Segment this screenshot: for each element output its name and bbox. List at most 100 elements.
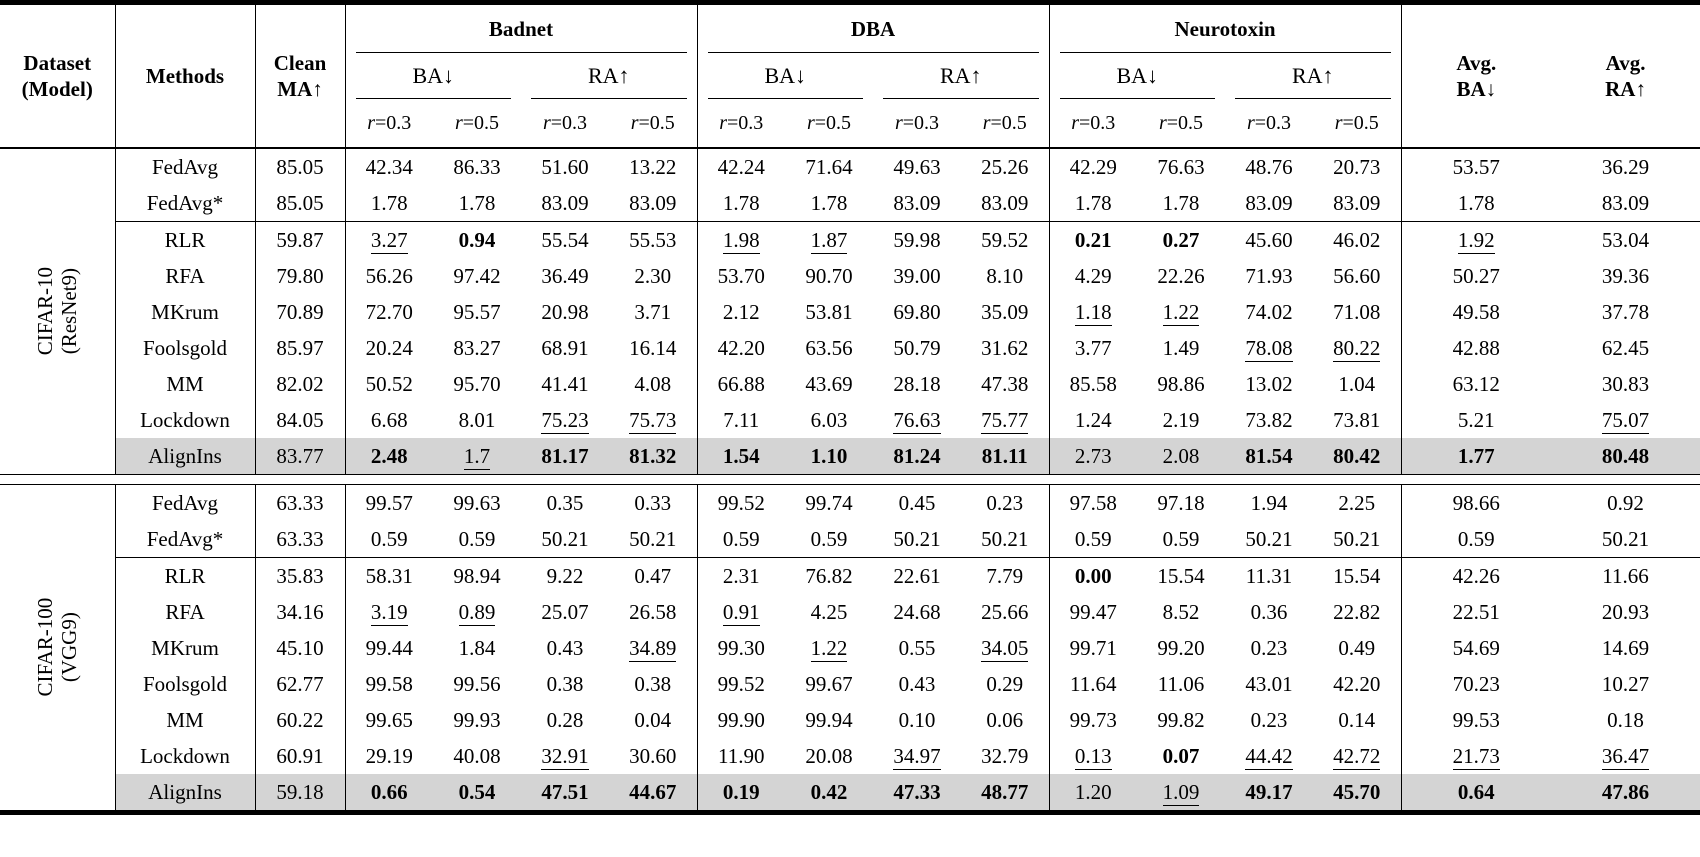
header-rate: r=0.5 [609,99,697,149]
value-cell: 62.45 [1601,335,1650,360]
value-cell: 11.90 [696,738,785,774]
value-cell: 0.43 [546,635,584,660]
value-cell: 22.82 [1333,599,1381,624]
table-row: FedAvg* 63.33 0.59 0.59 50.21 50.21 0.59 0.59 50… [0,521,1700,558]
value-cell: 1.04 [1338,371,1376,396]
value-cell: 63.33 [254,484,345,521]
value-cell: 1.49 [1162,335,1200,360]
table-row: RLR 35.83 58.31 98.94 9.22 0.47 2.31 76.82 22.61… [0,557,1700,594]
value-cell: 50.21 [1333,526,1381,551]
value-cell: 99.57 [344,484,433,521]
method-cell: RLR [114,221,255,258]
value-cell: 24.68 [893,599,941,624]
value-cell: 73.82 [1245,407,1293,432]
value-cell: 50.21 [629,526,677,551]
value-cell: 1.78 [810,190,848,215]
value-cell: 0.43 [898,671,936,696]
value-cell: 75.07 [1601,407,1650,434]
method-cell: MM [114,702,255,738]
value-cell: 83.09 [893,190,941,215]
value-cell: 1.78 [1048,185,1138,222]
value-cell: 71.93 [1245,263,1293,288]
header-methods: Methods [114,2,255,149]
value-cell: 55.54 [521,221,609,258]
value-cell: 81.24 [873,438,961,475]
value-cell: 1.78 [696,185,785,222]
method-cell: RFA [114,258,255,294]
value-cell: 1.98 [696,221,785,258]
value-cell: 49.58 [1400,294,1552,330]
value-cell: 15.54 [1137,557,1226,594]
header-avg-ba: Avg. BA↓ [1400,2,1552,149]
value-cell: 83.09 [981,190,1029,215]
value-cell: 11.64 [1048,666,1138,702]
header-group-badnet: Badnet [344,2,697,53]
value-cell: 7.11 [696,402,785,438]
value-cell: 0.91 [696,594,785,630]
value-cell: 79.80 [254,258,345,294]
header-badnet-ba: BA↓ [344,53,521,99]
value-cell: 75.23 [541,407,589,434]
header-rate: r=0.3 [344,99,433,149]
table-row: AlignIns 83.77 2.48 1.7 81.17 81.32 1.54 1.10 81… [0,438,1700,475]
value-cell: 78.08 [1245,335,1293,362]
value-cell: 99.20 [1157,635,1205,660]
value-cell: 95.70 [453,371,501,396]
value-cell: 1.22 [1162,299,1200,326]
value-cell: 0.59 [1048,521,1138,558]
dataset-label: CIFAR-10 (ResNet9) [0,148,115,475]
header-rate: r=0.3 [873,99,961,149]
value-cell: 99.94 [805,707,853,732]
value-cell: 14.69 [1601,635,1650,660]
value-cell: 42.72 [1333,743,1381,770]
value-cell: 0.36 [1250,599,1288,624]
header-avg-ra: Avg. RA↑ [1551,2,1700,149]
value-cell: 0.38 [546,671,584,696]
value-cell: 85.05 [254,148,345,185]
value-cell: 80.48 [1551,438,1700,475]
value-cell: 97.18 [1157,490,1205,515]
value-cell: 30.60 [629,743,677,768]
value-cell: 0.59 [1400,521,1552,558]
value-cell: 11.66 [1551,557,1700,594]
value-cell: 76.82 [785,557,873,594]
method-cell: Lockdown [114,402,255,438]
value-cell: 83.77 [254,438,345,475]
value-cell: 50.27 [1400,258,1552,294]
value-cell: 13.02 [1245,371,1293,396]
header-group-dba: DBA [696,2,1050,53]
value-cell: 50.21 [893,526,941,551]
value-cell: 99.53 [1400,702,1552,738]
value-cell: 60.22 [254,702,345,738]
table-row: Lockdown 84.05 6.68 8.01 75.23 75.73 7.11 6.03 7… [0,402,1700,438]
value-cell: 1.77 [1400,438,1552,475]
value-cell: 42.20 [696,330,785,366]
header-rate: r=0.5 [1137,99,1226,149]
table-row: Foolsgold 85.97 20.24 83.27 68.91 16.14 42.20 6… [0,330,1700,366]
value-cell: 1.7 [433,438,521,475]
value-cell: 2.30 [634,263,672,288]
value-cell: 58.31 [344,557,433,594]
value-cell: 26.58 [629,599,677,624]
value-cell: 49.17 [1225,774,1314,813]
value-cell: 0.29 [986,671,1024,696]
header-dataset-model: Dataset (Model) [0,2,115,149]
value-cell: 45.10 [254,630,345,666]
value-cell: 0.59 [810,526,848,551]
value-cell: 47.86 [1551,774,1700,813]
value-cell: 53.57 [1400,148,1552,185]
value-cell: 2.73 [1048,438,1138,475]
value-cell: 83.27 [453,335,501,360]
value-cell: 25.26 [981,154,1029,179]
value-cell: 69.80 [893,299,941,324]
value-cell: 63.33 [254,521,345,558]
value-cell: 53.04 [1551,221,1700,258]
value-cell: 32.79 [981,743,1029,768]
value-cell: 42.20 [1333,671,1381,696]
value-cell: 46.02 [1313,221,1402,258]
value-cell: 99.30 [696,630,785,666]
method-cell: AlignIns [114,438,255,475]
value-cell: 31.62 [981,335,1029,360]
value-cell: 39.36 [1601,263,1650,288]
value-cell: 56.60 [1333,263,1381,288]
